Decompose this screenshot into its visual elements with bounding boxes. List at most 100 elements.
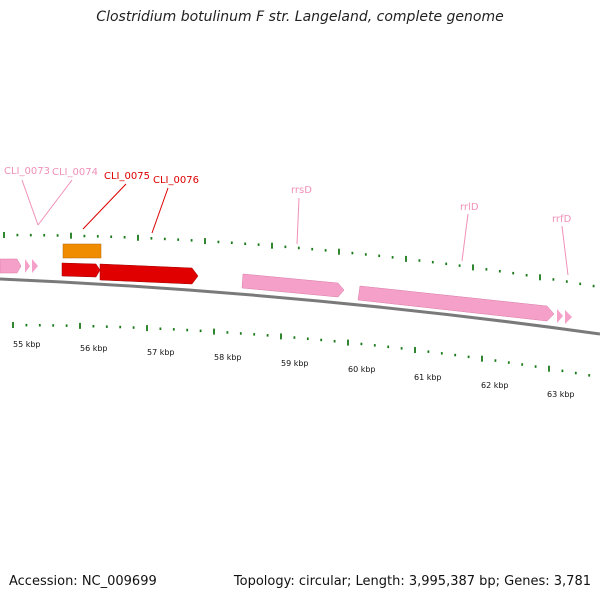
gene-label-cli-0075[interactable]: CLI_0075 xyxy=(104,171,150,182)
gene-feature-cli-0076[interactable] xyxy=(99,263,199,285)
major-tick xyxy=(204,238,206,245)
gene-feature-rrfd-arrow-2[interactable] xyxy=(565,310,572,324)
major-tick xyxy=(414,347,416,353)
minor-tick xyxy=(440,352,443,355)
minor-tick xyxy=(333,340,336,343)
kbp-label-56: 56 kbp xyxy=(80,344,108,353)
minor-tick xyxy=(150,237,153,240)
minor-tick xyxy=(230,241,233,244)
accession-text: Accession: NC_009699 xyxy=(9,574,157,589)
kbp-label-63: 63 kbp xyxy=(547,390,575,399)
gene-feature-orange[interactable] xyxy=(62,243,102,259)
genome-title: Clostridium botulinum F str. Langeland, … xyxy=(96,9,504,25)
gene-feature-rrsd[interactable] xyxy=(241,273,345,298)
minor-tick xyxy=(534,365,537,368)
minor-tick xyxy=(387,345,390,349)
minor-tick xyxy=(561,369,564,373)
minor-tick xyxy=(445,262,448,266)
minor-tick xyxy=(239,332,242,335)
minor-tick xyxy=(512,271,515,275)
minor-tick xyxy=(38,324,41,327)
minor-tick xyxy=(52,324,55,327)
minor-tick xyxy=(579,282,582,286)
gene-feature-cli-0075[interactable] xyxy=(61,262,101,278)
minor-tick xyxy=(123,236,126,239)
minor-tick xyxy=(297,246,300,250)
kbp-label-59: 59 kbp xyxy=(281,359,309,368)
callout-cli-0076 xyxy=(151,187,169,234)
gene-label-cli-0073[interactable]: CLI_0073 xyxy=(4,166,50,177)
callout-rrfd xyxy=(561,225,569,276)
minor-tick xyxy=(525,274,528,277)
gene-feature-rrfd-arrow-1[interactable] xyxy=(557,309,563,323)
minor-tick xyxy=(467,355,470,359)
minor-tick xyxy=(498,270,501,273)
minor-tick xyxy=(186,328,189,332)
major-tick xyxy=(472,264,474,271)
minor-tick xyxy=(588,374,591,377)
minor-tick xyxy=(284,245,287,249)
callout-cli-0074 xyxy=(37,179,73,226)
major-tick xyxy=(213,328,215,335)
kbp-label-55: 55 kbp xyxy=(13,340,41,349)
callout-cli-0075 xyxy=(82,183,127,230)
major-tick xyxy=(271,242,273,249)
major-tick xyxy=(70,232,72,239)
gene-feature-small-arrow-1[interactable] xyxy=(25,259,30,273)
minor-tick xyxy=(458,264,461,267)
minor-tick xyxy=(244,242,247,245)
minor-tick xyxy=(391,256,394,259)
major-tick xyxy=(3,232,5,238)
callout-cli-0073 xyxy=(21,179,39,226)
topology-text: Topology: circular; Length: 3,995,387 bp… xyxy=(233,574,591,589)
minor-tick xyxy=(293,336,296,339)
minor-tick xyxy=(217,240,220,244)
minor-tick xyxy=(521,363,524,366)
minor-tick xyxy=(253,333,256,336)
major-tick xyxy=(347,339,349,346)
minor-tick xyxy=(96,235,99,238)
minor-tick xyxy=(311,247,314,251)
gene-feature-rrld[interactable] xyxy=(357,285,555,322)
minor-tick xyxy=(132,326,135,329)
minor-tick xyxy=(43,234,46,237)
gene-label-rrsd[interactable]: rrsD xyxy=(291,185,312,196)
kbp-label-60: 60 kbp xyxy=(348,365,376,374)
minor-tick xyxy=(83,234,86,238)
minor-tick xyxy=(364,253,367,256)
minor-tick xyxy=(119,325,122,329)
minor-tick xyxy=(324,249,327,252)
minor-tick xyxy=(29,233,32,237)
minor-tick xyxy=(257,243,260,246)
minor-tick xyxy=(574,371,577,375)
major-tick xyxy=(539,274,541,281)
minor-tick xyxy=(400,347,403,350)
minor-tick xyxy=(565,280,568,283)
gene-labels: CLI_0073 CLI_0074 CLI_0075 CLI_0076 rrsD… xyxy=(4,166,572,225)
minor-tick xyxy=(159,327,162,330)
gene-label-rrld[interactable]: rrlD xyxy=(460,202,479,213)
minor-tick xyxy=(177,238,180,241)
minor-tick xyxy=(110,235,113,238)
minor-tick xyxy=(351,251,354,255)
minor-tick xyxy=(552,278,555,281)
minor-tick xyxy=(25,323,28,327)
minor-tick xyxy=(163,237,166,241)
minor-tick xyxy=(105,325,108,328)
minor-tick xyxy=(494,359,497,362)
gene-label-rrfd[interactable]: rrfD xyxy=(552,214,572,225)
minor-tick xyxy=(65,324,68,327)
minor-tick xyxy=(373,344,376,347)
minor-tick xyxy=(56,234,59,237)
callout-rrld xyxy=(461,213,469,262)
major-tick xyxy=(481,355,483,362)
gene-feature-left-edge[interactable] xyxy=(0,258,22,274)
gene-label-cli-0074[interactable]: CLI_0074 xyxy=(52,167,98,178)
gene-label-cli-0076[interactable]: CLI_0076 xyxy=(153,175,199,186)
major-tick xyxy=(405,255,407,262)
gene-feature-small-arrow-2[interactable] xyxy=(32,259,38,273)
minor-tick xyxy=(427,350,430,353)
tick-row-upper xyxy=(3,232,595,288)
major-tick xyxy=(548,365,550,372)
